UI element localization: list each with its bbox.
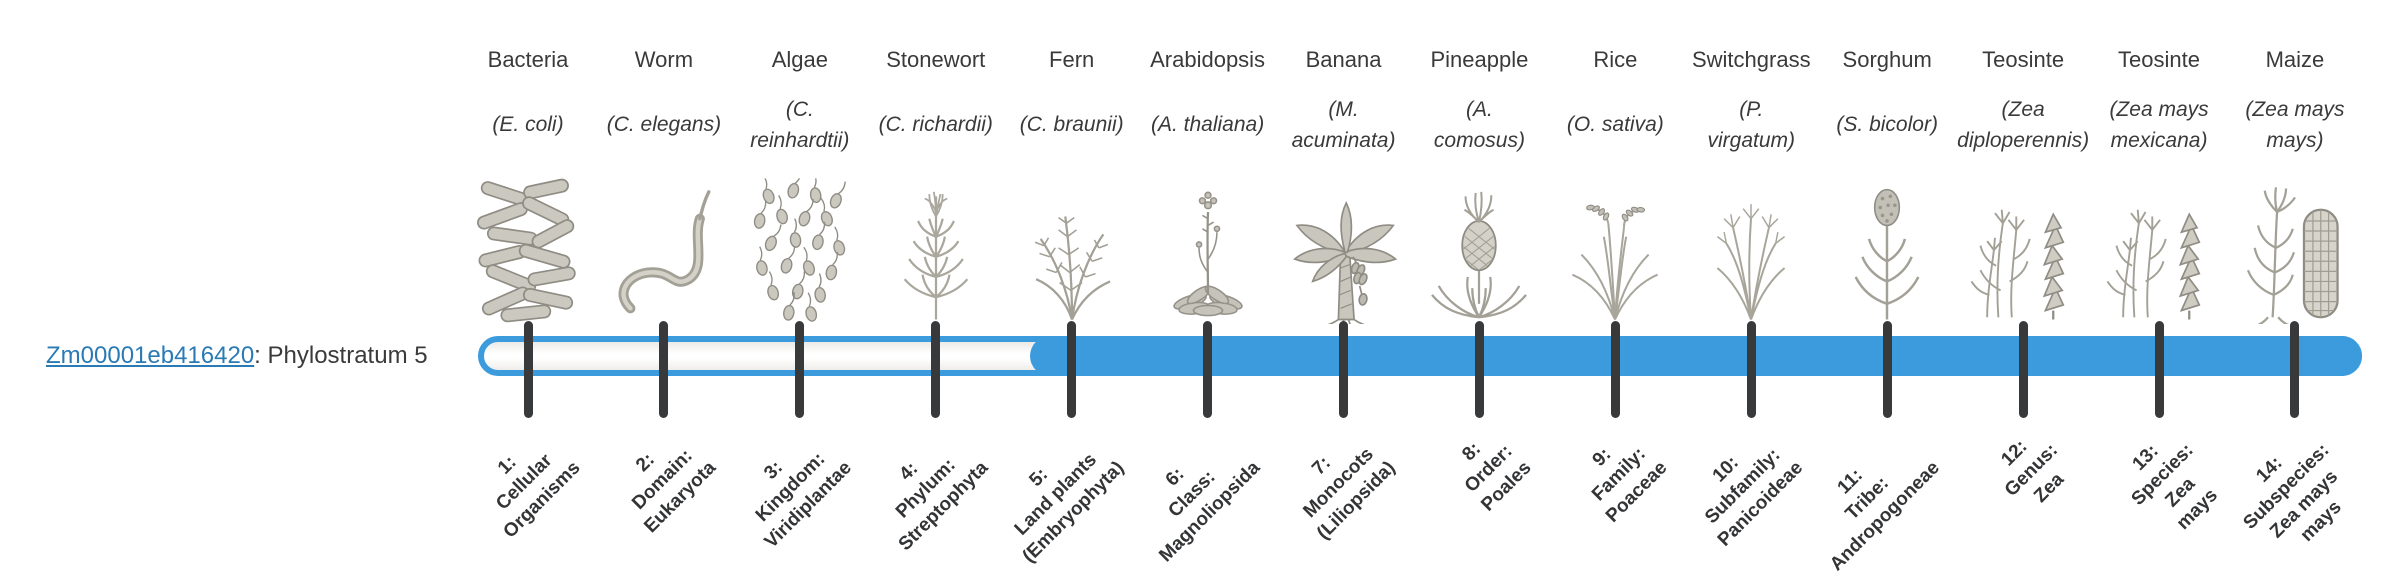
stratum-tick-10 [1746, 321, 1756, 418]
stratum-tick-1 [523, 321, 533, 418]
stratum-label-14: 14: Subspecies: Zea mays mays [2239, 439, 2346, 546]
stratum-tick-14 [2290, 321, 2300, 418]
stratum-label-7: 7: Monocots (Liliopsida) [1299, 444, 1400, 544]
organism-latin-name: (C. elegans) [606, 113, 722, 137]
worm-illustration-icon [589, 172, 739, 324]
stratum-label-6: 6: Class: Magnoliopsida [1154, 457, 1264, 566]
organism-column-5: Fern (C. braunii) [997, 46, 1147, 324]
organism-column-9: Rice (O. sativa) [1540, 46, 1690, 324]
stratum-label-1: 1: Cellular Organisms [492, 450, 584, 543]
stratum-label-9: 9: Family: Poaceae [1588, 443, 1672, 527]
stratum-label-3: 3: Kingdom: Viridiplantae [752, 448, 856, 553]
organism-column-12: Teosinte (Zea diploperennis) [1948, 46, 2098, 324]
organism-name: Banana [1305, 47, 1382, 72]
stratum-tick-6 [1203, 321, 1213, 418]
organism-name: Switchgrass [1691, 47, 1811, 72]
organism-name: Algae [771, 47, 828, 72]
stratum-label-4: 4: Phylum: Streptophyta [891, 454, 992, 555]
gene-label: Zm00001eb416420: Phylostratum 5 [46, 342, 428, 370]
stratum-tick-8 [1474, 321, 1484, 418]
organism-name: Sorghum [1842, 47, 1932, 72]
algae-illustration-icon [725, 172, 875, 324]
sorghum-illustration-icon [1812, 172, 1962, 324]
organism-column-10: Switchgrass (P. virgatum) [1676, 46, 1826, 324]
maize-illustration-icon [2220, 172, 2370, 324]
stratum-label-8: 8: Order: Poales [1458, 438, 1536, 516]
stratum-tick-12 [2018, 321, 2028, 418]
stratum-label-2: 2: Domain: Eukaryota [628, 445, 720, 537]
stratum-tick-2 [659, 321, 669, 418]
organism-latin-name: (A. thaliana) [1150, 113, 1265, 137]
stratum-label-12: 12: Genus: Zea [1996, 436, 2068, 507]
stratum-tick-5 [1067, 321, 1077, 418]
stratum-label-13: 13: Species: Zea mays [2127, 439, 2222, 534]
rice-illustration-icon [1540, 172, 1690, 324]
organism-latin-name: (C. reinhardtii) [750, 97, 850, 153]
stratum-label-5: 5: Land plants (Embryophyta) [1010, 449, 1128, 567]
organism-latin-name: (Zea diploperennis) [1957, 97, 2090, 153]
organism-column-14: Maize (Zea mays mays) [2220, 46, 2370, 324]
organism-latin-name: (O. sativa) [1566, 113, 1664, 137]
stratum-tick-7 [1339, 321, 1349, 418]
organism-column-4: Stonewort (C. richardii) [861, 46, 1011, 324]
organism-latin-name: (Zea mays mays) [2245, 97, 2345, 153]
stratum-tick-11 [1882, 321, 1892, 418]
banana-illustration-icon [1269, 172, 1419, 324]
stratum-label-10: 10: Subfamily: Panicoideae [1701, 444, 1808, 551]
organism-name: Fern [1049, 47, 1095, 72]
organism-latin-name: (P. virgatum) [1707, 97, 1796, 153]
pineapple-illustration-icon [1404, 172, 1554, 324]
phylostratum-fill [1030, 336, 2362, 376]
stratum-tick-9 [1610, 321, 1620, 418]
stratum-tick-3 [795, 321, 805, 418]
organism-name: Maize [2265, 47, 2325, 72]
organism-latin-name: (C. richardii) [878, 113, 993, 137]
teosinte-illustration-icon [1948, 172, 2098, 324]
bacteria-illustration-icon [453, 172, 603, 324]
organism-latin-name: (Zea mays mexicana) [2109, 97, 2209, 153]
stratum-tick-4 [931, 321, 941, 418]
organism-column-3: Algae (C. reinhardtii) [725, 46, 875, 324]
gene-phylostratum-text: : Phylostratum 5 [254, 342, 428, 369]
organism-column-2: Worm (C. elegans) [589, 46, 739, 324]
organism-latin-name: (S. bicolor) [1836, 113, 1938, 137]
organism-name: Pineapple [1430, 47, 1529, 72]
stonewort-illustration-icon [861, 172, 1011, 324]
organism-name: Worm [634, 47, 694, 72]
organism-name: Stonewort [886, 47, 986, 72]
organism-column-8: Pineapple (A. comosus) [1404, 46, 1554, 324]
organism-latin-name: (C. braunii) [1019, 113, 1124, 137]
organism-column-7: Banana (M. acuminata) [1269, 46, 1419, 324]
organism-column-13: Teosinte (Zea mays mexicana) [2084, 46, 2234, 324]
switchgrass-illustration-icon [1676, 172, 1826, 324]
stratum-label-11: 11: Tribe: Andropogoneae [1825, 457, 1944, 575]
organism-name: Teosinte [2118, 47, 2200, 72]
organism-column-11: Sorghum (S. bicolor) [1812, 46, 1962, 324]
teosinte-illustration-icon [2084, 172, 2234, 324]
organism-name: Arabidopsis [1150, 47, 1266, 72]
fern-illustration-icon [997, 172, 1147, 324]
arabidopsis-illustration-icon [1133, 172, 1283, 324]
organism-name: Teosinte [1982, 47, 2065, 72]
organism-column-6: Arabidopsis (A. thaliana) [1133, 46, 1283, 324]
organism-name: Bacteria [487, 47, 569, 72]
organism-name: Rice [1593, 47, 1638, 72]
organism-latin-name: (E. coli) [492, 113, 564, 137]
organism-latin-name: (A. comosus) [1433, 97, 1525, 153]
gene-id-link[interactable]: Zm00001eb416420 [46, 342, 255, 369]
organism-latin-name: (M. acuminata) [1291, 97, 1396, 153]
stratum-tick-13 [2154, 321, 2164, 418]
organism-column-1: Bacteria (E. coli) [453, 46, 603, 324]
